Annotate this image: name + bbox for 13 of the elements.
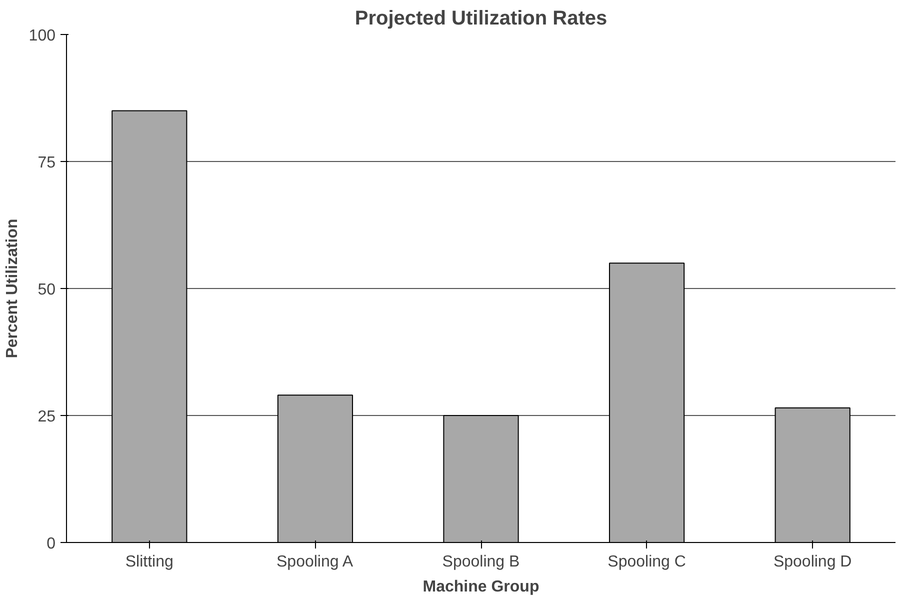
x-tick-label: Spooling C xyxy=(608,554,686,570)
x-tick-label: Spooling D xyxy=(773,554,852,570)
x-tick-label: Spooling B xyxy=(442,554,520,570)
y-tick-label: 75 xyxy=(38,154,56,172)
y-tick-label: 25 xyxy=(38,408,56,426)
x-tick-label: Spooling A xyxy=(276,554,354,570)
y-axis-title: Percent Utilization xyxy=(4,218,21,358)
y-tick-label: 0 xyxy=(46,536,56,552)
x-tick-label: Slitting xyxy=(125,554,174,570)
chart-title: Projected Utilization Rates xyxy=(354,8,608,30)
x-axis-title: Machine Group xyxy=(422,578,540,596)
y-tick-label: 50 xyxy=(38,282,56,298)
y-tick-label: 100 xyxy=(28,28,56,44)
